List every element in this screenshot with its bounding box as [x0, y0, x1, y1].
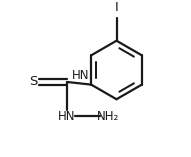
Text: HN: HN: [72, 69, 89, 81]
Text: S: S: [29, 76, 37, 89]
Text: NH₂: NH₂: [97, 110, 119, 123]
Text: I: I: [115, 1, 118, 14]
Text: HN: HN: [58, 110, 76, 123]
